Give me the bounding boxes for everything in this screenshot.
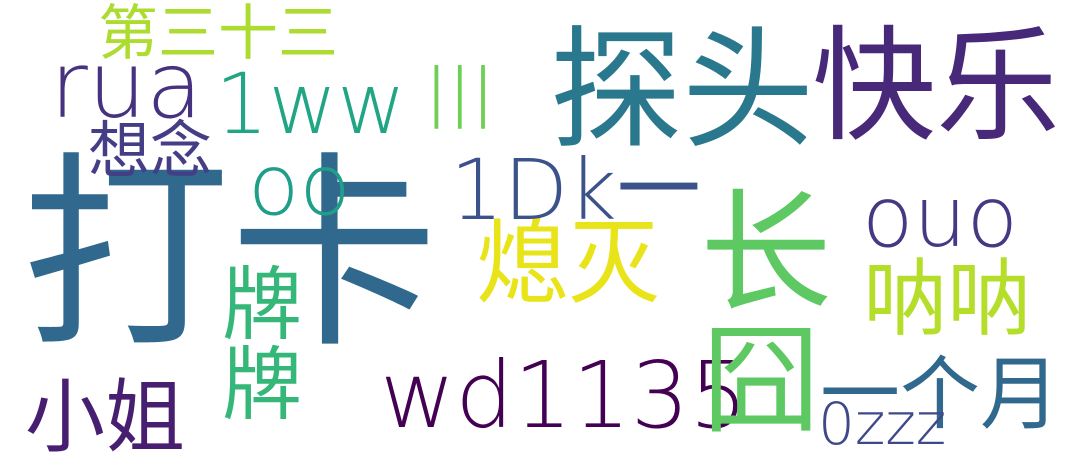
- word-tantou: 探头: [550, 14, 814, 168]
- word-xiangnian: 想念: [88, 114, 213, 187]
- word-daka: 打卡: [22, 135, 438, 377]
- word-ximie: 熄灭: [476, 210, 661, 317]
- word-rua: rua: [50, 32, 203, 139]
- word-oo: oo: [248, 136, 351, 234]
- word-ouo: ouo: [862, 168, 1019, 266]
- word-disanshisan: 第三十三: [98, 0, 338, 69]
- word-paipai: 牌牌: [209, 262, 302, 422]
- word-chang: 长: [700, 177, 832, 331]
- word-yigeyue: 一个月: [820, 348, 1060, 441]
- word-1ww: 1ww: [215, 55, 406, 153]
- word-xiaojie: 小姐: [25, 371, 185, 463]
- word-nana: 呐呐: [863, 250, 1032, 348]
- word-jiong: 囧: [702, 312, 821, 450]
- word-lll: lll: [425, 51, 496, 149]
- word-kuaile: 快乐: [812, 15, 1061, 159]
- word-0zzz: 0zzz: [818, 390, 947, 458]
- word-wd1135: wd1135: [380, 342, 748, 449]
- word-1dk: 1Dk一: [450, 141, 701, 239]
